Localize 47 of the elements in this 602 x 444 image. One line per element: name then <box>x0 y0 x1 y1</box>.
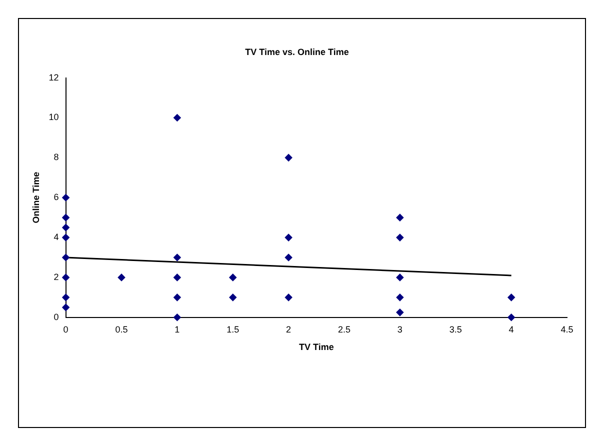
point <box>173 114 181 122</box>
point <box>62 234 70 242</box>
point <box>229 274 237 282</box>
point <box>396 234 404 242</box>
point <box>173 314 181 322</box>
x-tick-label: 0 <box>63 324 68 334</box>
x-tick-label: 0.5 <box>115 324 128 334</box>
y-tick-label: 2 <box>54 272 59 282</box>
x-tick-label: 2 <box>286 324 292 334</box>
x-tick-label: 3.5 <box>449 324 462 334</box>
y-tick-label: 10 <box>48 112 59 122</box>
point <box>173 274 181 282</box>
point <box>396 274 404 282</box>
y-axis-title: Online Time <box>30 172 41 224</box>
y-tick-label: 6 <box>54 192 59 202</box>
chart-title: TV Time vs. Online Time <box>245 46 349 57</box>
point <box>62 304 70 312</box>
point <box>62 224 70 232</box>
point <box>173 254 181 262</box>
point <box>62 194 70 202</box>
x-tick-label: 1.5 <box>226 324 240 334</box>
point <box>396 294 404 302</box>
point <box>62 214 70 222</box>
y-tick-label: 12 <box>48 72 59 82</box>
x-tick-label: 1 <box>174 324 180 334</box>
y-tick-label: 0 <box>54 312 59 322</box>
point <box>396 214 404 222</box>
point <box>284 234 292 242</box>
x-tick-label: 2.5 <box>338 324 351 334</box>
point <box>508 294 516 302</box>
x-tick-label: 4.5 <box>560 324 574 334</box>
point <box>229 294 237 302</box>
x-axis-title: TV Time <box>298 342 334 352</box>
x-tick-label: 4 <box>508 324 514 334</box>
point <box>118 274 126 282</box>
point <box>173 294 181 302</box>
point <box>284 254 292 262</box>
y-tick-label: 4 <box>54 232 59 242</box>
point <box>508 314 516 322</box>
y-tick-label: 8 <box>54 152 59 162</box>
point <box>62 254 70 262</box>
point <box>396 308 404 316</box>
point <box>284 154 292 162</box>
point <box>62 294 70 302</box>
point <box>284 294 292 302</box>
point <box>62 274 70 282</box>
x-tick-label: 3 <box>397 324 402 334</box>
